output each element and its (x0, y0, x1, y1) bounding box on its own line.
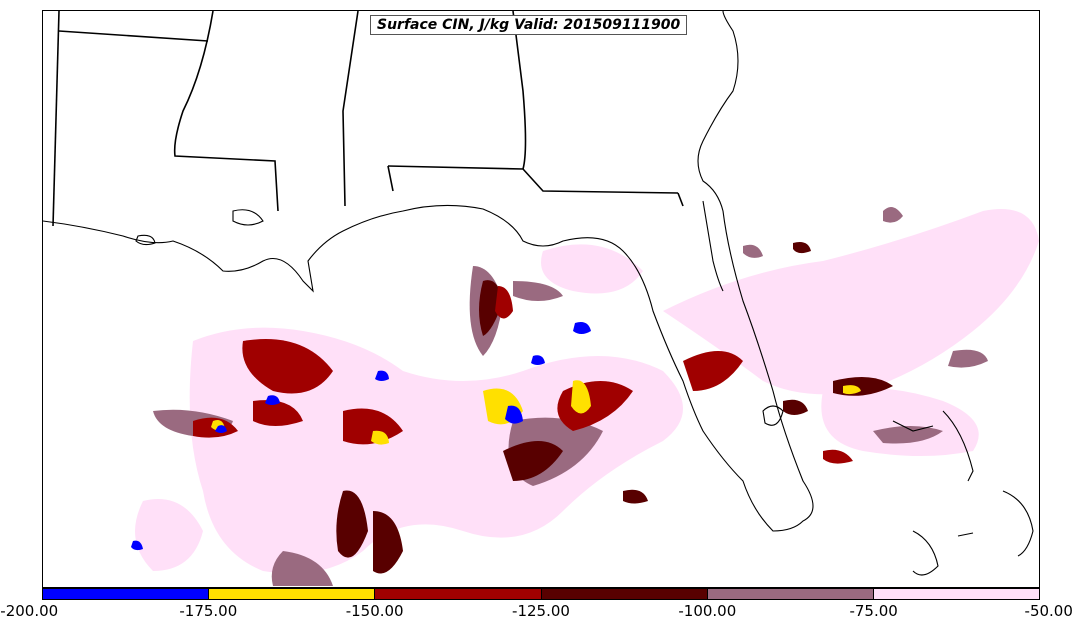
colorbar-tick-label: -75.00 (849, 602, 897, 620)
state-borders (53, 11, 683, 226)
colorbar-segment (542, 589, 708, 599)
map-canvas (43, 11, 1040, 588)
colorbar (42, 588, 1040, 600)
colorbar-tick-label: -100.00 (678, 602, 736, 620)
colorbar-segment (708, 589, 874, 599)
colorbar-segment (43, 589, 209, 599)
colorbar-tick-label: -50.00 (1025, 602, 1073, 620)
colorbar-segment (375, 589, 541, 599)
colorbar-segment (209, 589, 375, 599)
colorbar-tick-label: -125.00 (512, 602, 570, 620)
map-title: Surface CIN, J/kg Valid: 201509111900 (370, 15, 687, 35)
colorbar-segment (874, 589, 1039, 599)
colorbar-tick-label: -175.00 (179, 602, 237, 620)
colorbar-tick-label: -200.00 (0, 602, 58, 620)
map-frame (42, 10, 1040, 588)
colorbar-tick-label: -150.00 (346, 602, 404, 620)
